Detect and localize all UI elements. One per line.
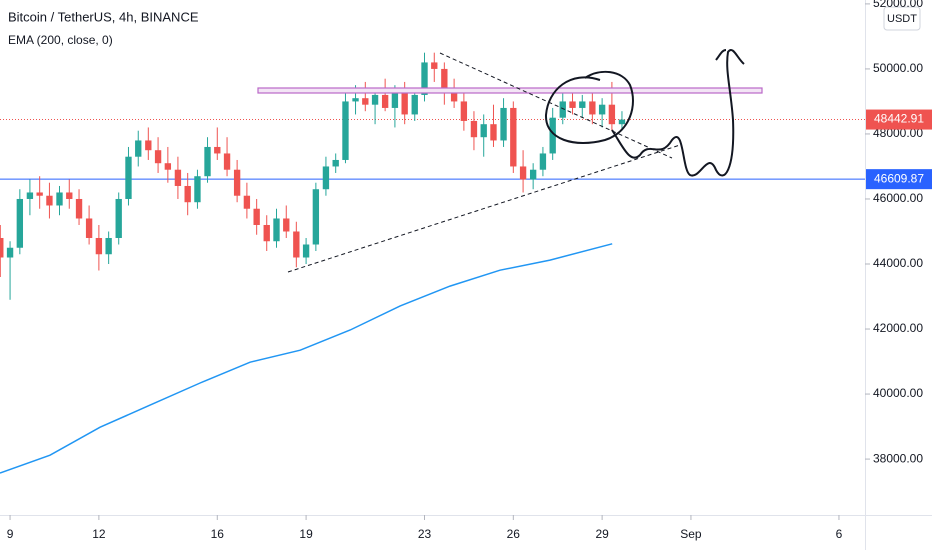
level-label-box [866, 169, 932, 190]
currency-button[interactable] [883, 6, 921, 31]
candle-body [283, 218, 290, 232]
candle-body [204, 146, 211, 177]
candle-body [223, 153, 231, 170]
candle-body [470, 120, 478, 138]
candle-body [549, 117, 556, 154]
candle-body [6, 247, 14, 258]
candle-body [579, 101, 586, 108]
candle-body [293, 231, 300, 258]
resistance-trendline [439, 52, 673, 159]
x-tick-label: 29 [595, 527, 609, 541]
candle-body [164, 163, 172, 170]
candle-body [539, 153, 547, 170]
candle-body [115, 198, 122, 238]
candle-body [194, 176, 201, 203]
candle-body [529, 169, 537, 180]
candle-body [519, 166, 527, 180]
candle-body [342, 101, 349, 160]
candle-body [174, 169, 182, 186]
candle-body [371, 94, 379, 105]
candle-body [362, 98, 369, 105]
candle-body [302, 244, 310, 258]
candle-body [105, 237, 112, 255]
candle-body [66, 192, 73, 199]
candle-body [125, 156, 132, 199]
candle-body [0, 237, 4, 258]
candle-body [95, 237, 103, 255]
candle-body [26, 192, 34, 199]
last-price-label: 48442.91 [874, 112, 924, 126]
candle-body [460, 101, 468, 121]
hand-circle [544, 70, 634, 144]
x-tick-label: 9 [7, 527, 14, 541]
y-tick-label: 50000.00 [873, 61, 923, 75]
candle-body [135, 140, 142, 157]
candle-body [589, 101, 596, 115]
candle-body [36, 192, 43, 196]
support-trendline [287, 144, 681, 273]
candle-body [352, 98, 359, 102]
indicator-label: EMA (200, close, 0) [8, 33, 113, 47]
candle-body [332, 159, 339, 167]
candle-body [273, 218, 280, 242]
candle-body [421, 62, 428, 95]
plot-area [0, 52, 865, 474]
x-tick-label: Sep [680, 527, 702, 541]
candle-body [411, 94, 418, 115]
y-tick-label: 48000.00 [873, 126, 923, 140]
candle-body [598, 104, 606, 115]
candle-body [559, 101, 566, 118]
candle-body [608, 104, 616, 125]
level-label: 46609.87 [874, 171, 924, 185]
y-tick-label: 40000.00 [873, 386, 923, 400]
candle-body [618, 119, 626, 125]
candle-body [253, 208, 260, 225]
y-tick-label: 42000.00 [873, 321, 923, 335]
hand-forecast [611, 49, 745, 177]
y-tick-label: 44000.00 [873, 256, 923, 270]
candle-body [441, 68, 448, 92]
currency-label[interactable]: USDT [887, 13, 917, 25]
candle-body [233, 169, 241, 196]
x-tick-label: 12 [92, 527, 106, 541]
candle-body [85, 218, 93, 238]
candle-body [263, 224, 270, 242]
candle-body [480, 124, 487, 138]
candle-body [401, 91, 408, 115]
resistance-zone [257, 87, 763, 94]
x-tick-label: 16 [211, 527, 225, 541]
candle-body [214, 146, 221, 154]
candle-body [391, 91, 399, 108]
y-tick-label: 38000.00 [873, 451, 923, 465]
candle-body [184, 185, 191, 203]
y-tick-label: 46000.00 [873, 191, 923, 205]
ema-line [0, 243, 613, 474]
candle-body [56, 192, 63, 206]
candle-body [312, 189, 320, 245]
candle-body [450, 91, 458, 102]
y-tick-label: 52000.00 [873, 0, 923, 10]
candle-body [75, 198, 83, 219]
candle-body [500, 107, 507, 141]
x-tick-label: 23 [418, 527, 432, 541]
x-tick-label: 19 [299, 527, 313, 541]
chart-title: Bitcoin / TetherUS, 4h, BINANCE [8, 9, 199, 24]
x-tick-label: 6 [836, 527, 843, 541]
candle-body [46, 195, 53, 206]
x-tick-label: 26 [507, 527, 521, 541]
candle-body [243, 195, 251, 209]
candle-body [16, 198, 24, 248]
candle-body [510, 107, 517, 167]
candle-body [322, 166, 330, 190]
candle-body [381, 94, 389, 108]
candle-body [431, 62, 438, 69]
last-price-box [866, 109, 932, 130]
candle-body [490, 124, 497, 141]
candle-body [145, 140, 152, 151]
candle-body [154, 150, 162, 164]
candle-body [569, 101, 576, 108]
